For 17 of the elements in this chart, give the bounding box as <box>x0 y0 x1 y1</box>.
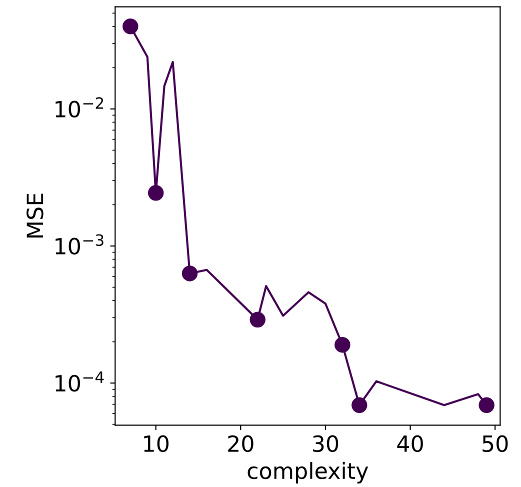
y-tick-label: 10$^{−3}$ <box>56 234 104 255</box>
y-tick-label: 10$^{−2}$ <box>56 97 104 118</box>
y-axis-title: MSE <box>26 194 44 238</box>
point <box>148 185 164 201</box>
point <box>250 312 266 328</box>
point <box>352 397 368 414</box>
x-axis-title: complexity <box>248 462 368 484</box>
x-tick-label: 30 <box>313 435 338 452</box>
x-tick-label: 20 <box>228 435 254 452</box>
x-tick-label: 50 <box>482 435 508 452</box>
y-tick-label: 10$^{−4}$ <box>56 371 104 392</box>
x-tick-label: 40 <box>397 435 423 452</box>
x-tick-label: 10 <box>144 435 169 452</box>
point <box>122 18 138 34</box>
point <box>334 336 350 353</box>
point <box>182 266 198 282</box>
point <box>478 397 494 414</box>
